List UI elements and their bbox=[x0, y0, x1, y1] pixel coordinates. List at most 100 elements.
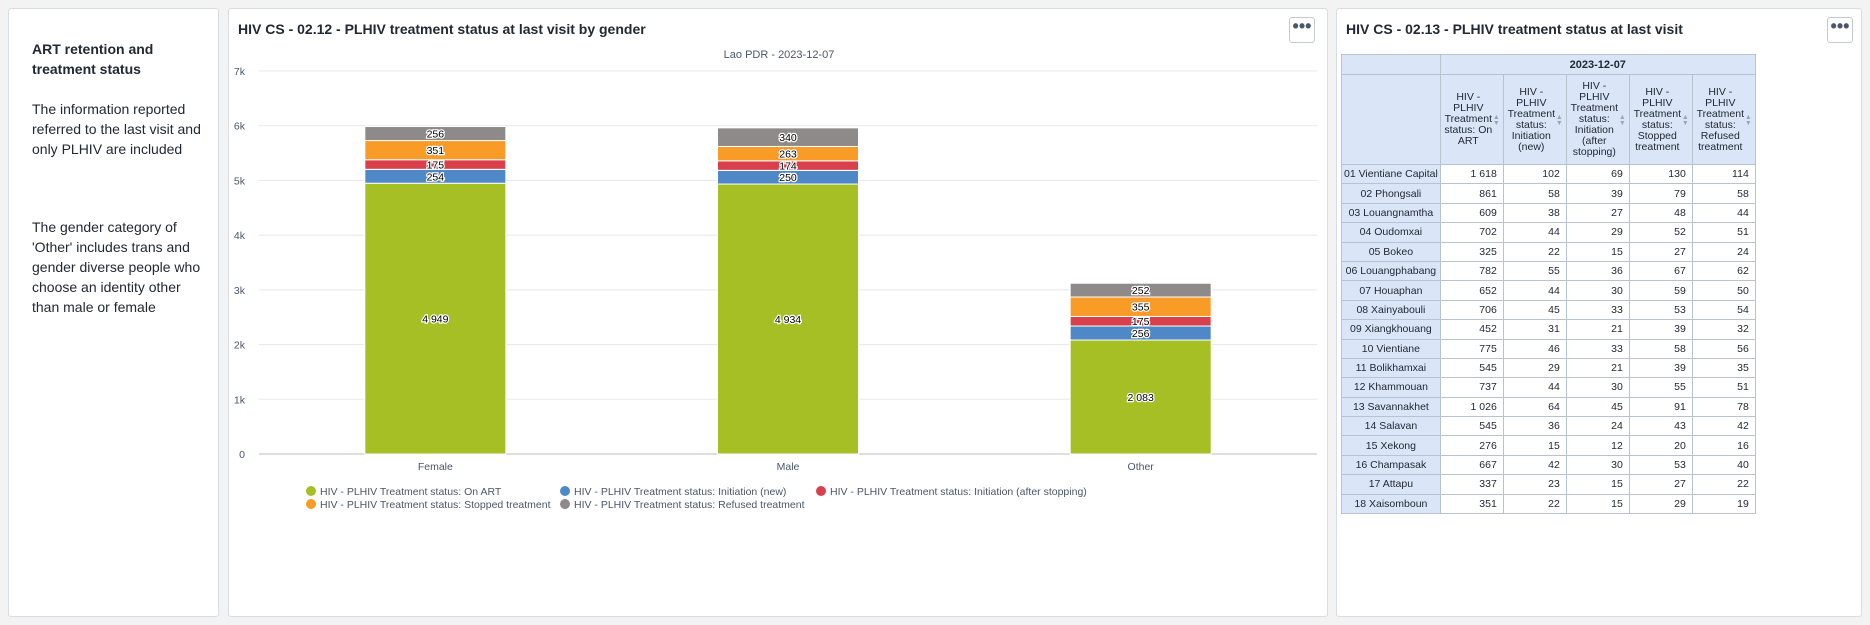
table-cell: 22 bbox=[1502, 493, 1567, 515]
table-cell: 29 bbox=[1502, 357, 1567, 379]
column-header[interactable]: HIV - PLHIV Treatment status: Initiation… bbox=[1502, 74, 1567, 165]
table-row: 09 Xiangkhouang 452 31 21 39 32 bbox=[1341, 319, 1756, 340]
table-row: 12 Khammouan 737 44 30 55 51 bbox=[1341, 377, 1756, 398]
table-row: 02 Phongsali 861 58 39 79 58 bbox=[1341, 183, 1756, 204]
table-cell: 775 bbox=[1439, 338, 1504, 359]
table-cell: 36 bbox=[1502, 416, 1567, 437]
table-cell: 351 bbox=[1439, 493, 1504, 515]
row-header-province: 16 Champasak bbox=[1341, 454, 1441, 476]
table-cell: 55 bbox=[1502, 260, 1567, 282]
table-cell: 67 bbox=[1628, 260, 1693, 282]
row-header-province: 09 Xiangkhouang bbox=[1341, 319, 1441, 340]
table-row: 06 Louangphabang 782 55 36 67 62 bbox=[1341, 260, 1756, 282]
table-cell: 545 bbox=[1439, 357, 1504, 379]
table-cell: 55 bbox=[1628, 377, 1693, 398]
table-cell: 29 bbox=[1628, 493, 1693, 515]
sort-icon[interactable]: ▲ ▼ bbox=[1618, 114, 1626, 127]
table-cell: 23 bbox=[1502, 474, 1567, 495]
data-label: 175 bbox=[427, 160, 445, 172]
column-header-label: HIV - PLHIV Treatment status: Stopped tr… bbox=[1633, 85, 1682, 153]
x-tick-label: Male bbox=[777, 461, 800, 473]
table-cell: 51 bbox=[1691, 222, 1756, 243]
table-cell: 42 bbox=[1691, 416, 1756, 437]
table-cell: 114 bbox=[1691, 163, 1756, 185]
legend-swatch bbox=[306, 499, 316, 509]
table-cell: 21 bbox=[1565, 357, 1630, 379]
table-cell: 91 bbox=[1628, 396, 1693, 418]
data-label: 174 bbox=[779, 161, 797, 173]
table-row: 07 Houaphan 652 44 30 59 50 bbox=[1341, 280, 1756, 301]
chart-subtitle: Lao PDR - 2023-12-07 bbox=[724, 49, 835, 61]
column-header-label: HIV - PLHIV Treatment status: On ART bbox=[1444, 91, 1493, 147]
table-cell: 15 bbox=[1565, 493, 1630, 515]
data-label: 263 bbox=[779, 149, 797, 161]
table-cell: 44 bbox=[1502, 377, 1567, 398]
table-row: 08 Xainyabouli 706 45 33 53 54 bbox=[1341, 299, 1756, 321]
table-cell: 16 bbox=[1691, 435, 1756, 456]
column-header[interactable]: HIV - PLHIV Treatment status: Initiation… bbox=[1565, 74, 1630, 165]
column-header[interactable]: HIV - PLHIV Treatment status: Stopped tr… bbox=[1628, 74, 1693, 165]
table-cell: 79 bbox=[1628, 183, 1693, 204]
table-cell: 52 bbox=[1628, 222, 1693, 243]
table-row: 10 Vientiane 775 46 33 58 56 bbox=[1341, 338, 1756, 359]
table-cell: 35 bbox=[1691, 357, 1756, 379]
table-card-title: HIV CS - 02.13 - PLHIV treatment status … bbox=[1346, 21, 1683, 37]
table-cell: 15 bbox=[1565, 241, 1630, 262]
sort-icon[interactable]: ▲ ▼ bbox=[1681, 114, 1689, 127]
table-cell: 27 bbox=[1628, 474, 1693, 495]
legend-item-label: HIV - PLHIV Treatment status: Refused tr… bbox=[574, 499, 805, 511]
table-cell: 130 bbox=[1628, 163, 1693, 185]
table-cell: 39 bbox=[1565, 183, 1630, 204]
table-cell: 15 bbox=[1502, 435, 1567, 456]
column-header[interactable]: HIV - PLHIV Treatment status: Refused tr… bbox=[1691, 74, 1756, 165]
table-row: 13 Savannakhet 1 026 64 45 91 78 bbox=[1341, 396, 1756, 418]
column-header[interactable]: HIV - PLHIV Treatment status: On ART ▲ ▼ bbox=[1439, 74, 1504, 165]
row-header-province: 18 Xaisomboun bbox=[1341, 493, 1441, 515]
sort-icon[interactable]: ▲ ▼ bbox=[1555, 114, 1563, 127]
table-row: 04 Oudomxai 702 44 29 52 51 bbox=[1341, 222, 1756, 243]
table-cell: 53 bbox=[1628, 454, 1693, 476]
table-cell: 30 bbox=[1565, 377, 1630, 398]
table-options-button[interactable]: ••• bbox=[1827, 17, 1853, 43]
table-cell: 24 bbox=[1565, 416, 1630, 437]
data-label: 2 083 bbox=[1128, 392, 1154, 404]
table-cell: 12 bbox=[1565, 435, 1630, 456]
data-label: 250 bbox=[779, 172, 797, 184]
row-header-province: 01 Vientiane Capital bbox=[1341, 163, 1441, 185]
table-cell: 48 bbox=[1628, 202, 1693, 224]
table-cell: 452 bbox=[1439, 319, 1504, 340]
row-header-province: 14 Salavan bbox=[1341, 416, 1441, 437]
table-cell: 27 bbox=[1628, 241, 1693, 262]
table-cell: 29 bbox=[1565, 222, 1630, 243]
table-row: 11 Bolikhamxai 545 29 21 39 35 bbox=[1341, 357, 1756, 379]
sort-icon[interactable]: ▲ ▼ bbox=[1492, 114, 1500, 127]
data-label: 256 bbox=[427, 129, 445, 141]
table-row: 17 Attapu 337 23 15 27 22 bbox=[1341, 474, 1756, 495]
legend-swatch bbox=[560, 499, 570, 509]
data-label: 340 bbox=[779, 132, 797, 144]
table-cell: 40 bbox=[1691, 454, 1756, 476]
table-cell: 32 bbox=[1691, 319, 1756, 340]
y-tick-label: 6k bbox=[234, 121, 246, 133]
table-cell: 58 bbox=[1628, 338, 1693, 359]
table-cell: 30 bbox=[1565, 280, 1630, 301]
pivot-table: 2023-12-07 HIV - PLHIV Treatment status:… bbox=[1341, 54, 1756, 515]
legend-item-label: HIV - PLHIV Treatment status: On ART bbox=[320, 486, 502, 498]
table-cell: 31 bbox=[1502, 319, 1567, 340]
chart-options-button[interactable]: ••• bbox=[1289, 17, 1315, 43]
table-cell: 276 bbox=[1439, 435, 1504, 456]
row-header-province: 15 Xekong bbox=[1341, 435, 1441, 456]
table-row: 03 Louangnamtha 609 38 27 48 44 bbox=[1341, 202, 1756, 224]
table-cell: 19 bbox=[1691, 493, 1756, 515]
row-header-province: 06 Louangphabang bbox=[1341, 260, 1441, 282]
y-tick-label: 7k bbox=[234, 66, 246, 78]
table-cell: 58 bbox=[1502, 183, 1567, 204]
table-cell: 22 bbox=[1502, 241, 1567, 262]
row-header-province: 10 Vientiane bbox=[1341, 338, 1441, 359]
table-row: 16 Champasak 667 42 30 53 40 bbox=[1341, 454, 1756, 476]
period-header: 2023-12-07 bbox=[1439, 54, 1756, 75]
table-cell: 38 bbox=[1502, 202, 1567, 224]
sort-icon[interactable]: ▲ ▼ bbox=[1744, 114, 1752, 127]
row-header-province: 08 Xainyabouli bbox=[1341, 299, 1441, 321]
table-cell: 706 bbox=[1439, 299, 1504, 321]
